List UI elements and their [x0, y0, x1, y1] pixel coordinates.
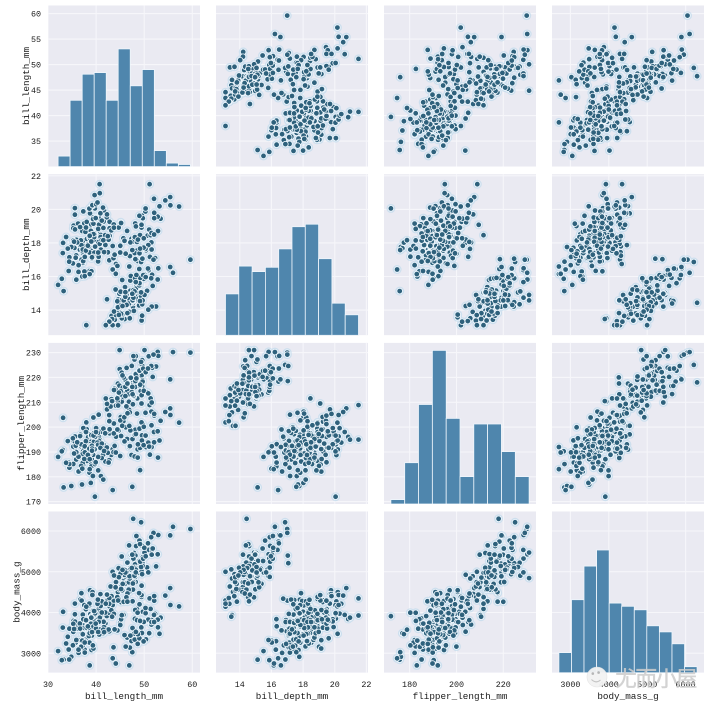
svg-text:3000: 3000 — [21, 649, 41, 659]
svg-text:210: 210 — [26, 398, 41, 408]
svg-text:45: 45 — [31, 86, 41, 96]
svg-text:55: 55 — [31, 35, 41, 45]
svg-text:40: 40 — [31, 112, 41, 122]
svg-text:200: 200 — [26, 423, 41, 433]
svg-text:bill_length_mm: bill_length_mm — [85, 691, 164, 702]
svg-text:230: 230 — [26, 349, 41, 359]
svg-text:18: 18 — [31, 239, 41, 249]
svg-text:18: 18 — [298, 680, 308, 690]
svg-text:flipper_length_mm: flipper_length_mm — [16, 376, 27, 471]
svg-text:5000: 5000 — [21, 568, 41, 578]
svg-text:22: 22 — [31, 172, 41, 182]
svg-text:180: 180 — [402, 680, 417, 690]
svg-text:bill_depth_mm: bill_depth_mm — [256, 691, 329, 702]
svg-text:200: 200 — [449, 680, 464, 690]
svg-text:22: 22 — [361, 680, 371, 690]
svg-text:50: 50 — [31, 61, 41, 71]
svg-text:5000: 5000 — [637, 680, 657, 690]
svg-text:bill_length_mm: bill_length_mm — [21, 47, 32, 126]
svg-text:30: 30 — [43, 680, 53, 690]
svg-text:14: 14 — [235, 680, 245, 690]
svg-text:14: 14 — [31, 306, 41, 316]
svg-text:body_mass_g: body_mass_g — [12, 561, 23, 622]
svg-text:60: 60 — [31, 10, 41, 20]
svg-text:6000: 6000 — [21, 527, 41, 537]
svg-text:4000: 4000 — [21, 609, 41, 619]
svg-text:220: 220 — [496, 680, 511, 690]
svg-text:220: 220 — [26, 374, 41, 384]
svg-text:20: 20 — [31, 206, 41, 216]
svg-text:170: 170 — [26, 498, 41, 508]
svg-text:180: 180 — [26, 473, 41, 483]
svg-text:40: 40 — [91, 680, 101, 690]
svg-text:190: 190 — [26, 448, 41, 458]
svg-text:4000: 4000 — [599, 680, 619, 690]
svg-text:6000: 6000 — [676, 680, 696, 690]
svg-text:bill_depth_mm: bill_depth_mm — [21, 218, 32, 291]
svg-text:50: 50 — [139, 680, 149, 690]
svg-text:body_mass_g: body_mass_g — [597, 691, 658, 702]
svg-text:20: 20 — [330, 680, 340, 690]
svg-text:3000: 3000 — [560, 680, 580, 690]
svg-text:60: 60 — [187, 680, 197, 690]
svg-text:16: 16 — [31, 273, 41, 283]
svg-text:16: 16 — [266, 680, 276, 690]
svg-text:flipper_length_mm: flipper_length_mm — [413, 691, 508, 702]
svg-text:35: 35 — [31, 137, 41, 147]
